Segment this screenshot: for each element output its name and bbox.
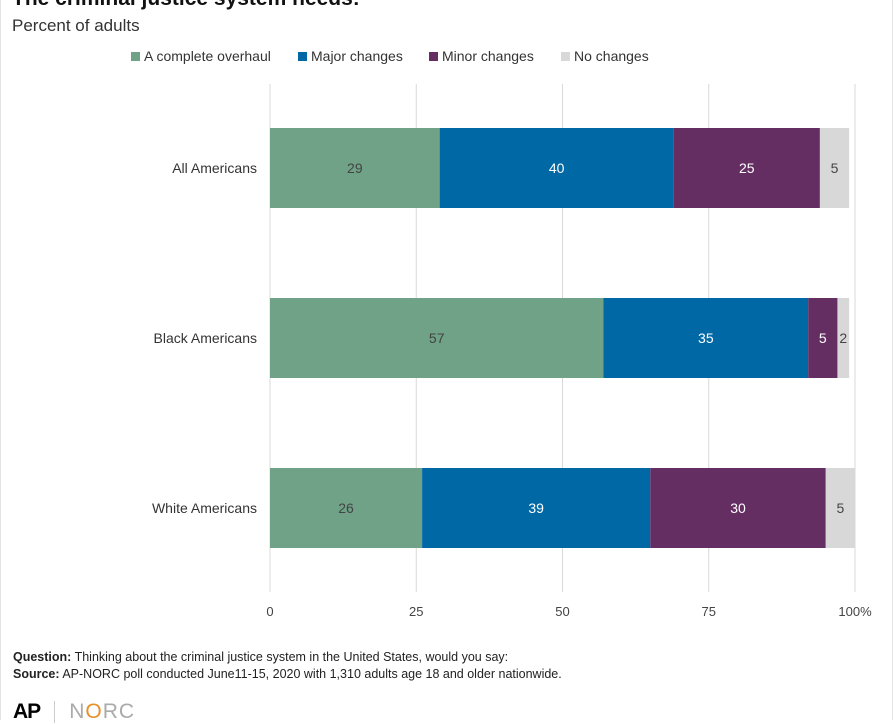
data-label-2-1: 39 [528, 500, 544, 516]
x-tick-label-1: 25 [409, 604, 423, 619]
legend-swatch-major [298, 51, 307, 61]
x-tick-label-4: 100% [838, 604, 872, 619]
category-label-1: Black Americans [154, 330, 257, 346]
bar-segment-0-1 [439, 128, 674, 208]
legend-swatch-none [561, 51, 570, 61]
question-line: Question: Thinking about the criminal ju… [13, 649, 562, 666]
logos: AP NORC [13, 700, 135, 724]
data-label-1-2: 5 [819, 330, 827, 346]
bar-segment-1-1 [603, 298, 809, 378]
norc-logo-o: O [85, 700, 103, 723]
bar-segment-0-2 [673, 128, 820, 208]
legend-item-minor: Minor changes [429, 48, 534, 64]
legend-label-none: No changes [574, 48, 649, 64]
data-label-0-1: 40 [549, 160, 565, 176]
legend-label-major: Major changes [311, 48, 403, 64]
norc-logo-rc: RC [102, 700, 136, 723]
bar-segment-2-2 [650, 468, 826, 548]
norc-logo-n: N [69, 700, 86, 723]
source-label: Source: [13, 667, 60, 681]
chart-title: The criminal justice system needs: [12, 0, 360, 11]
source-line: Source: AP-NORC poll conducted June11-15… [13, 666, 562, 683]
logo-divider [54, 701, 56, 723]
legend-swatch-overhaul [131, 51, 140, 61]
category-label-0: All Americans [172, 160, 257, 176]
data-label-0-2: 25 [739, 160, 755, 176]
source-text: AP-NORC poll conducted June11-15, 2020 w… [59, 667, 562, 681]
legend-swatch-minor [429, 51, 438, 61]
footer: Question: Thinking about the criminal ju… [13, 649, 562, 683]
data-label-1-0: 57 [429, 330, 445, 346]
category-label-2: White Americans [152, 500, 257, 516]
question-text: Thinking about the criminal justice syst… [71, 650, 509, 664]
question-label: Question: [13, 650, 72, 664]
bar-segment-1-3 [837, 298, 850, 378]
bar-segment-1-2 [808, 298, 838, 378]
bar-segment-2-1 [422, 468, 651, 548]
bar-segment-1-0 [270, 298, 604, 378]
norc-logo: NORC [69, 700, 135, 724]
data-label-0-0: 29 [347, 160, 363, 176]
data-label-2-3: 5 [836, 500, 844, 516]
x-tick-label-0: 0 [266, 604, 273, 619]
data-label-1-3: 2 [839, 330, 847, 346]
bar-segment-2-3 [825, 468, 855, 548]
legend-label-minor: Minor changes [442, 48, 534, 64]
legend-item-overhaul: A complete overhaul [131, 48, 271, 64]
legend-item-none: No changes [561, 48, 649, 64]
data-label-2-2: 30 [730, 500, 746, 516]
chart-subtitle: Percent of adults [12, 16, 140, 35]
x-tick-label-2: 50 [555, 604, 569, 619]
data-label-0-3: 5 [831, 160, 839, 176]
legend-item-major: Major changes [298, 48, 403, 64]
bar-segment-0-3 [819, 128, 850, 208]
x-tick-label-3: 75 [702, 604, 716, 619]
ap-logo: AP [13, 700, 41, 723]
bar-segment-2-0 [270, 468, 423, 548]
legend: A complete overhaul Major changes Minor … [0, 48, 895, 66]
legend-label-overhaul: A complete overhaul [144, 48, 271, 64]
bar-segment-0-0 [270, 128, 440, 208]
data-label-2-0: 26 [338, 500, 354, 516]
data-label-1-1: 35 [698, 330, 714, 346]
